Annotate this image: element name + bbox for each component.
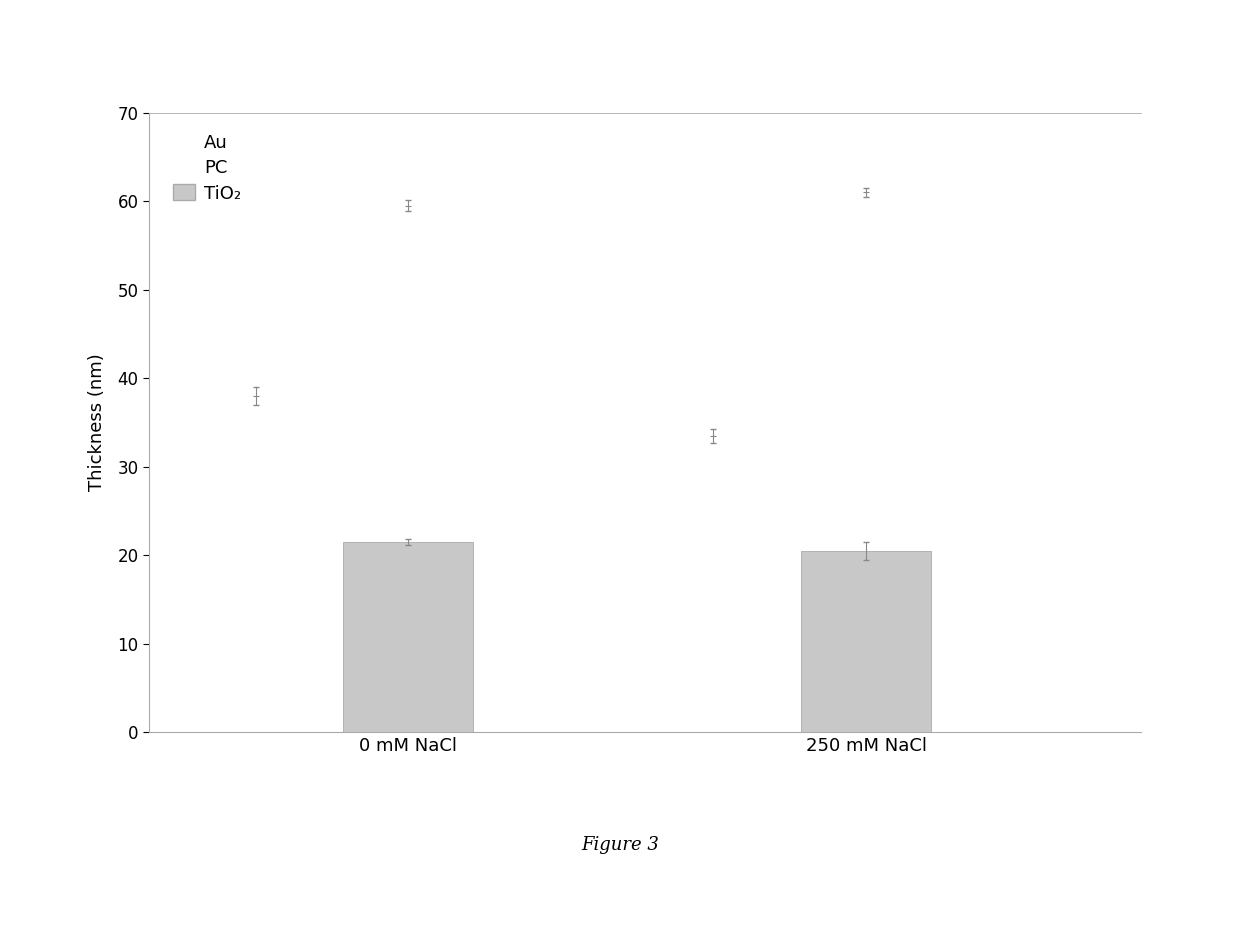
- Legend: Au, PC, TiO₂: Au, PC, TiO₂: [167, 128, 247, 208]
- Text: Figure 3: Figure 3: [582, 836, 658, 854]
- Bar: [343, 542, 474, 732]
- Bar: [801, 551, 931, 732]
- Y-axis label: Thickness (nm): Thickness (nm): [88, 354, 107, 491]
